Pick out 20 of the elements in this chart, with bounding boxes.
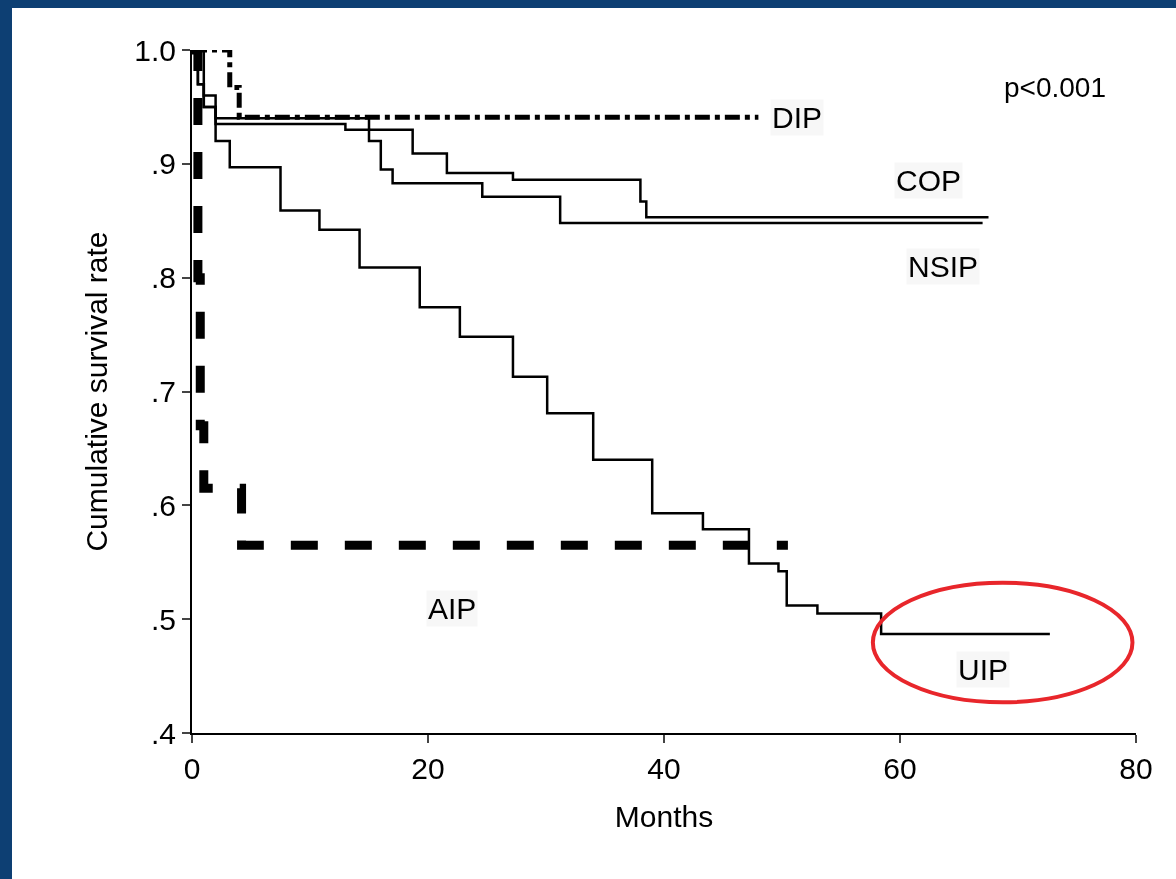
y-tick-label: 1.0 xyxy=(134,33,176,67)
annotation: p<0.001 xyxy=(1004,72,1106,103)
x-tick-label: 0 xyxy=(183,752,201,785)
y-axis-title: Cumulative survival rate xyxy=(79,231,113,552)
series-label: DIP xyxy=(772,101,823,134)
y-tick-label: .5 xyxy=(150,602,176,636)
series-label: UIP xyxy=(958,653,1009,686)
x-tick-label: 80 xyxy=(1119,752,1153,785)
series-label: AIP xyxy=(428,592,477,625)
x-axis-title: Months xyxy=(614,800,714,833)
y-tick-label: .7 xyxy=(150,375,176,408)
series-label: COP xyxy=(896,164,962,197)
x-tick-label: 20 xyxy=(411,752,445,785)
y-tick-label: .4 xyxy=(150,716,176,750)
series-label: NSIP xyxy=(908,250,979,283)
y-tick-label: .6 xyxy=(150,488,176,522)
x-tick-label: 60 xyxy=(883,752,917,785)
y-tick-label: .9 xyxy=(150,147,176,181)
y-tick-label: .8 xyxy=(150,261,176,295)
x-tick-label: 40 xyxy=(647,752,681,785)
